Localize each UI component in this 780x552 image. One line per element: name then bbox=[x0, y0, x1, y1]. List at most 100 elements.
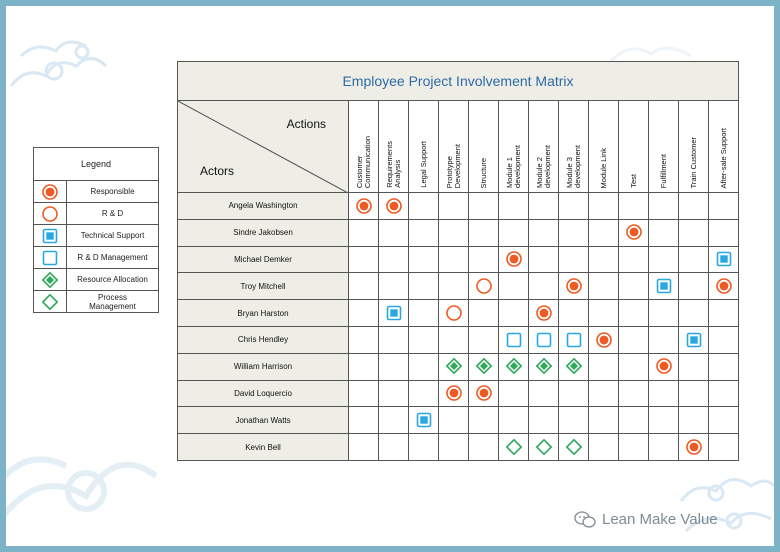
empty-cell bbox=[588, 218, 619, 247]
empty-cell bbox=[678, 352, 709, 381]
column-header-label: After-sale Support bbox=[718, 127, 728, 188]
empty-cell bbox=[678, 406, 709, 435]
empty-cell bbox=[408, 192, 439, 220]
empty-cell bbox=[558, 245, 589, 274]
technical-support-icon bbox=[678, 325, 709, 354]
rd-icon bbox=[438, 299, 469, 327]
empty-cell bbox=[618, 325, 649, 354]
resource-allocation-icon bbox=[498, 352, 529, 381]
empty-cell bbox=[468, 299, 499, 327]
empty-cell bbox=[588, 352, 619, 381]
responsible-icon bbox=[618, 218, 649, 247]
empty-cell bbox=[378, 352, 409, 381]
empty-cell bbox=[528, 379, 559, 408]
rd-management-icon bbox=[528, 325, 559, 354]
empty-cell bbox=[558, 379, 589, 408]
empty-cell bbox=[678, 272, 709, 301]
empty-cell bbox=[348, 352, 379, 381]
responsible-icon bbox=[528, 299, 559, 327]
empty-cell bbox=[468, 433, 499, 461]
empty-cell bbox=[708, 352, 739, 381]
responsible-icon bbox=[498, 245, 529, 274]
column-header: Module 1 development bbox=[498, 100, 529, 193]
empty-cell bbox=[468, 192, 499, 220]
empty-cell bbox=[408, 325, 439, 354]
column-header-label: Requirements Analysis bbox=[384, 141, 402, 188]
empty-cell bbox=[618, 245, 649, 274]
empty-cell bbox=[378, 379, 409, 408]
empty-cell bbox=[588, 192, 619, 220]
empty-cell bbox=[468, 406, 499, 435]
actor-name: Bryan Harston bbox=[177, 299, 349, 327]
empty-cell bbox=[498, 192, 529, 220]
legend-row: R & D Management bbox=[33, 246, 159, 269]
empty-cell bbox=[618, 406, 649, 435]
empty-cell bbox=[708, 406, 739, 435]
technical-support-icon bbox=[33, 224, 67, 247]
responsible-icon bbox=[588, 325, 619, 354]
column-header-label: Prototype Development bbox=[444, 143, 462, 188]
column-header: After-sale Support bbox=[708, 100, 739, 193]
actor-name: Sindre Jakobsen bbox=[177, 218, 349, 247]
column-header: Structure bbox=[468, 100, 499, 193]
responsible-icon bbox=[33, 180, 67, 203]
actor-name: Michael Demker bbox=[177, 245, 349, 274]
empty-cell bbox=[438, 433, 469, 461]
empty-cell bbox=[558, 192, 589, 220]
corner-cell: Actions Actors bbox=[177, 100, 349, 193]
rd-management-icon bbox=[33, 246, 67, 269]
empty-cell bbox=[618, 379, 649, 408]
table-row: Sindre Jakobsen bbox=[177, 218, 739, 247]
canvas: Legend Responsible R & D Technical Support… bbox=[6, 6, 774, 546]
empty-cell bbox=[648, 406, 679, 435]
matrix-body: Angela Washington Sindre Jakobsen Michael … bbox=[177, 192, 739, 461]
cloud-decoration-top-left bbox=[9, 40, 108, 87]
empty-cell bbox=[588, 433, 619, 461]
empty-cell bbox=[618, 433, 649, 461]
table-row: Kevin Bell bbox=[177, 433, 739, 461]
empty-cell bbox=[588, 299, 619, 327]
legend-row: Resource Allocation bbox=[33, 268, 159, 291]
empty-cell bbox=[588, 245, 619, 274]
column-header: Requirements Analysis bbox=[378, 100, 409, 193]
empty-cell bbox=[378, 272, 409, 301]
empty-cell bbox=[348, 433, 379, 461]
resource-allocation-icon bbox=[528, 352, 559, 381]
empty-cell bbox=[528, 406, 559, 435]
empty-cell bbox=[618, 272, 649, 301]
column-header: Customer Communication bbox=[348, 100, 379, 193]
empty-cell bbox=[438, 406, 469, 435]
table-row: William Harrison bbox=[177, 352, 739, 381]
cloud-decoration-bottom-left bbox=[6, 456, 158, 518]
resource-allocation-icon bbox=[33, 268, 67, 291]
column-header-label: Module 1 development bbox=[504, 145, 522, 188]
empty-cell bbox=[498, 218, 529, 247]
empty-cell bbox=[588, 272, 619, 301]
empty-cell bbox=[588, 406, 619, 435]
empty-cell bbox=[678, 218, 709, 247]
legend-row: Technical Support bbox=[33, 224, 159, 247]
legend-label: Responsible bbox=[66, 180, 159, 203]
legend-row: Responsible bbox=[33, 180, 159, 203]
empty-cell bbox=[708, 218, 739, 247]
empty-cell bbox=[498, 406, 529, 435]
column-header-label: Legal Support bbox=[418, 141, 428, 188]
actor-name: David Loquercio bbox=[177, 379, 349, 408]
column-header-label: Structure bbox=[478, 157, 488, 188]
empty-cell bbox=[468, 218, 499, 247]
empty-cell bbox=[438, 245, 469, 274]
responsible-icon bbox=[468, 379, 499, 408]
legend-label: R & D bbox=[66, 202, 159, 225]
empty-cell bbox=[528, 272, 559, 301]
empty-cell bbox=[648, 218, 679, 247]
actor-name: Troy Mitchell bbox=[177, 272, 349, 301]
empty-cell bbox=[348, 406, 379, 435]
empty-cell bbox=[408, 433, 439, 461]
empty-cell bbox=[408, 218, 439, 247]
empty-cell bbox=[348, 272, 379, 301]
rd-icon bbox=[33, 202, 67, 225]
empty-cell bbox=[408, 352, 439, 381]
empty-cell bbox=[348, 299, 379, 327]
column-header-label: Customer Communication bbox=[354, 135, 372, 188]
legend-row: Process Management bbox=[33, 290, 159, 313]
